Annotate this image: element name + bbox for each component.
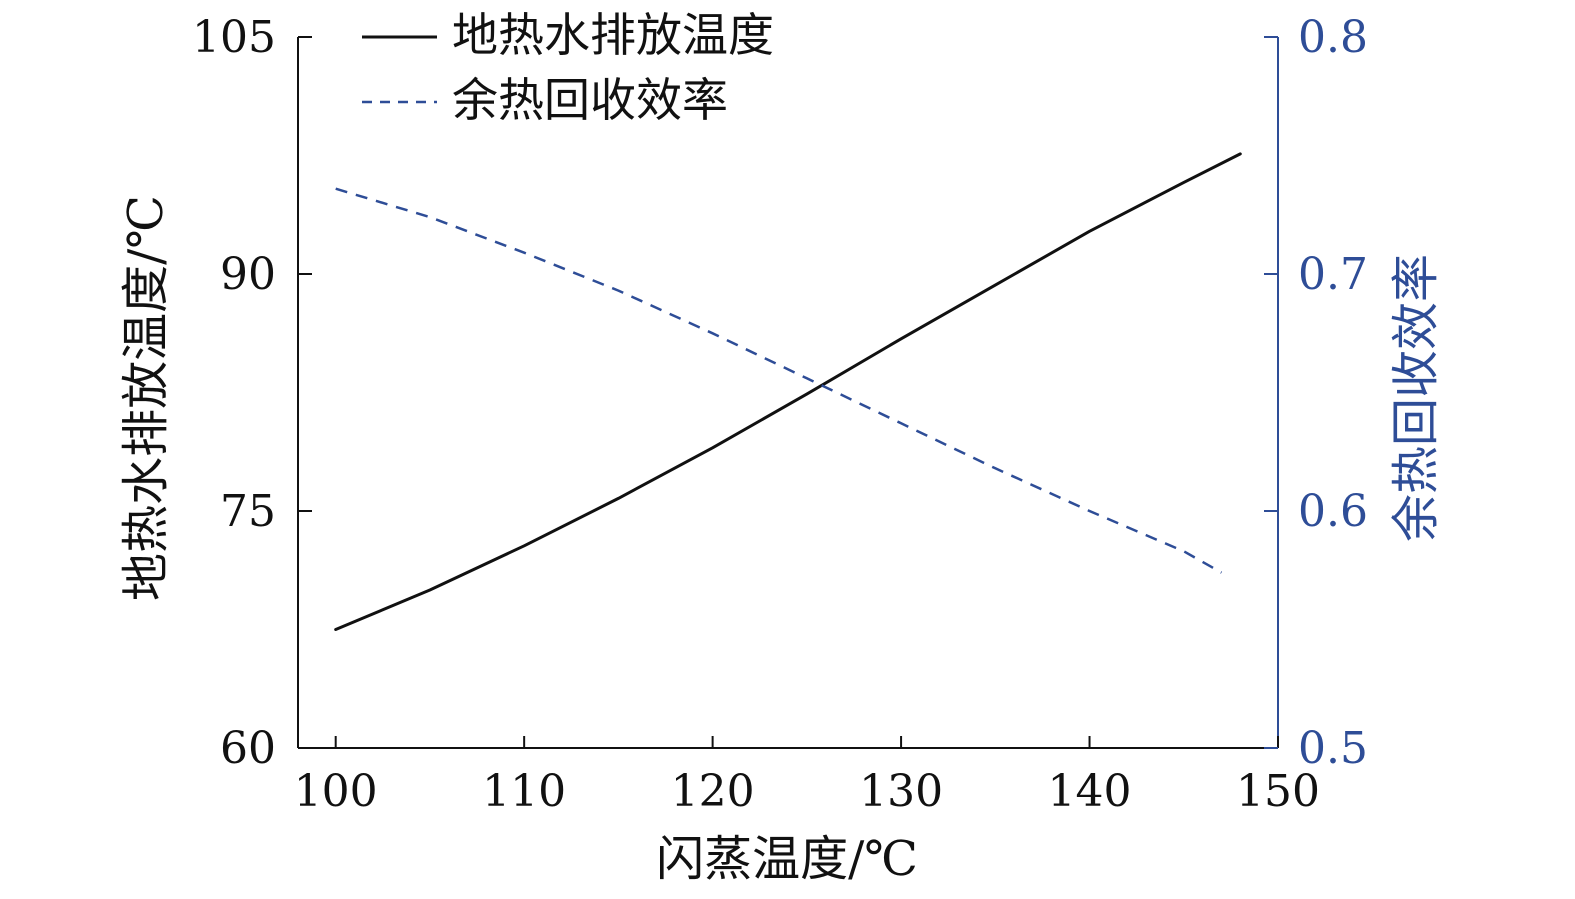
x-tick-label: 110 — [482, 766, 566, 817]
left-axis-title: 地热水排放温度/℃ — [118, 195, 174, 601]
right-y-tick-label: 0.8 — [1298, 12, 1368, 63]
legend-label-discharge-temperature: 地热水排放温度 — [452, 8, 774, 62]
right-axis-title: 余热回收效率 — [1388, 254, 1444, 542]
x-tick-label: 100 — [294, 766, 378, 817]
right-y-tick-label: 0.6 — [1298, 486, 1368, 537]
series-line-heat-recovery-efficiency — [335, 187, 1223, 574]
legend-label-heat-recovery-efficiency: 余热回收效率 — [452, 73, 728, 127]
x-axis-title: 闪蒸温度/℃ — [656, 831, 918, 887]
left-y-tick-label: 75 — [220, 486, 276, 537]
left-y-tick-label: 105 — [192, 12, 276, 63]
x-tick-label: 140 — [1048, 766, 1132, 817]
left-y-tick-label: 60 — [220, 723, 276, 774]
ticks: 100 110 120 130 140 150 60 75 90 105 0.5 0.6 0.7 0.8 — [192, 12, 1368, 817]
left-y-tick-label: 90 — [220, 249, 276, 300]
x-tick-label: 150 — [1236, 766, 1320, 817]
right-y-tick-label: 0.5 — [1298, 723, 1368, 774]
right-y-tick-label: 0.7 — [1298, 249, 1368, 300]
legend: 地热水排放温度 余热回收效率 — [362, 8, 774, 127]
axes — [297, 37, 1279, 749]
series-layer — [334, 152, 1242, 631]
x-tick-label: 130 — [859, 766, 943, 817]
x-tick-label: 120 — [671, 766, 755, 817]
series-line-discharge-temperature — [334, 152, 1242, 631]
